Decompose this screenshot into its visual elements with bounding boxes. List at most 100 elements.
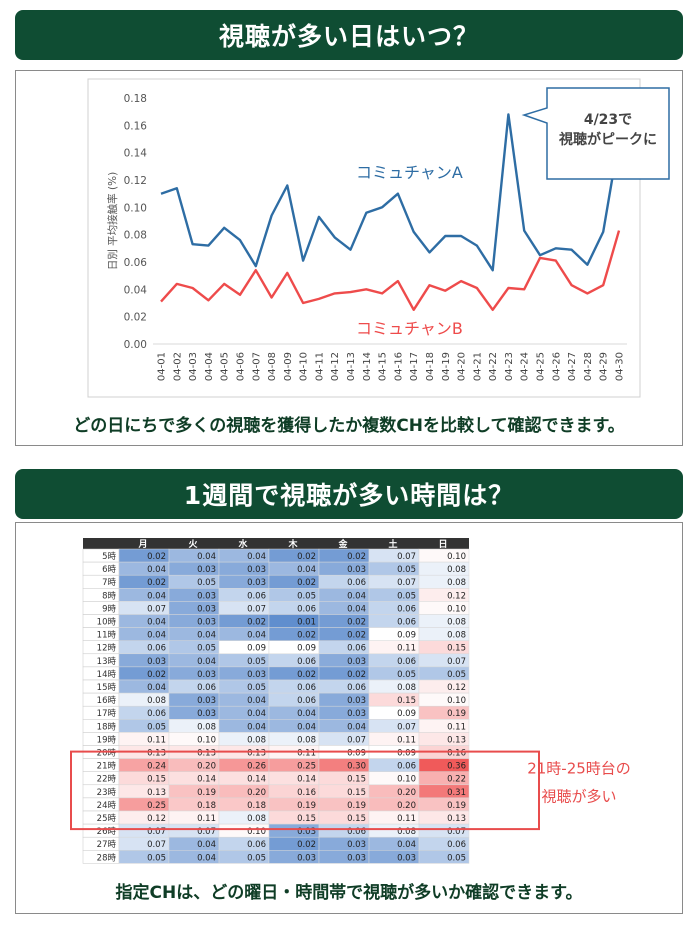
- heatmap-cell-value: 0.04: [147, 591, 166, 601]
- heatmap-cell-value: 0.02: [347, 670, 366, 680]
- y-tick-label: 0.10: [124, 202, 147, 214]
- heatmap-cell-value: 0.04: [247, 709, 266, 719]
- heatmap-cell-value: 0.05: [247, 683, 266, 693]
- heatmap-row-label: 7時: [102, 578, 116, 588]
- heatmap-cell-value: 0.19: [197, 788, 216, 798]
- heatmap-cell-value: 0.05: [447, 853, 466, 863]
- x-tick-label: 04-23: [504, 352, 515, 381]
- heatmap-cell-value: 0.07: [397, 578, 416, 588]
- heatmap-cell-value: 0.18: [197, 801, 216, 811]
- heatmap-cell-value: 0.18: [247, 801, 266, 811]
- heatmap-cell-value: 0.02: [297, 552, 316, 562]
- heatmap-cell-value: 0.04: [247, 722, 266, 732]
- heatmap-cell-value: 0.03: [197, 565, 216, 575]
- heatmap: 月 火 水 木 金 土 日 5時 0.02 0.04 0.04 0.02 0.02 0.07 0.10 6時 0…: [70, 538, 631, 864]
- heatmap-cell-value: 0.13: [147, 749, 166, 759]
- heatmap-row-label: 12時: [97, 644, 117, 654]
- x-tick-label: 04-18: [425, 352, 436, 381]
- y-tick-label: 0.18: [124, 93, 147, 105]
- x-tick-label: 04-07: [251, 352, 262, 381]
- heatmap-cell-value: 0.14: [197, 775, 216, 785]
- heatmap-cell-value: 0.10: [397, 775, 416, 785]
- heatmap-row-label: 20時: [97, 749, 117, 759]
- heatmap-row-label: 17時: [97, 709, 117, 719]
- heatmap-cell-value: 0.05: [247, 853, 266, 863]
- y-tick-label: 0.06: [124, 257, 148, 269]
- heatmap-cell-value: 0.03: [247, 565, 266, 575]
- heatmap-cell-value: 0.03: [247, 670, 266, 680]
- section1-title-banner: 視聴が多い日はいつ？: [15, 10, 683, 60]
- heatmap-header-bar: [83, 538, 469, 549]
- heatmap-cell-value: 0.15: [347, 814, 366, 824]
- heatmap-cell-value: 0.07: [347, 735, 366, 745]
- heatmap-cell-value: 0.08: [447, 565, 466, 575]
- heatmap-cell-value: 0.07: [447, 657, 466, 667]
- heatmap-cell-value: 0.03: [347, 840, 366, 850]
- heatmap-cell-value: 0.07: [197, 827, 216, 837]
- x-tick-label: 04-01: [157, 352, 168, 381]
- section1-caption: どの日にちで多くの視聴を獲得したか複数CHを比較して確認できます。: [73, 416, 625, 436]
- x-tick-label: 04-14: [362, 352, 373, 381]
- heatmap-cell-value: 0.13: [197, 749, 216, 759]
- heatmap-cell-value: 0.04: [347, 722, 366, 732]
- section2-caption: 指定CHは、どの曜日・時間帯で視聴が多いか確認できます。: [115, 883, 583, 903]
- heatmap-cell-value: 0.02: [347, 631, 366, 641]
- heatmap-cell-value: 0.02: [297, 670, 316, 680]
- heatmap-cell-value: 0.06: [447, 840, 466, 850]
- heatmap-cell-value: 0.15: [397, 696, 416, 706]
- heatmap-row-label: 21時: [97, 762, 117, 772]
- x-tick-label: 04-26: [551, 352, 562, 381]
- heatmap-cell-value: 0.15: [447, 644, 466, 654]
- heatmap-cell-value: 0.09: [397, 631, 416, 641]
- x-tick-label: 04-24: [520, 352, 531, 381]
- series-label-b: コミュチャンB: [356, 319, 463, 338]
- heatmap-cell-value: 0.08: [247, 735, 266, 745]
- heatmap-cell-value: 0.11: [197, 814, 216, 824]
- x-tick-label: 04-25: [536, 352, 547, 381]
- heatmap-row-label: 18時: [97, 722, 117, 732]
- x-tick-label: 04-06: [235, 352, 246, 381]
- heatmap-cell-value: 0.03: [247, 578, 266, 588]
- heatmap-cell-value: 0.01: [297, 618, 316, 628]
- heatmap-cell-value: 0.31: [447, 788, 466, 798]
- x-tick-label: 04-02: [172, 352, 183, 381]
- heatmap-row-label: 28時: [97, 853, 117, 863]
- x-tick-label: 04-19: [441, 352, 452, 381]
- heatmap-cell-value: 0.36: [447, 762, 466, 772]
- heatmap-cell-value: 0.15: [147, 775, 166, 785]
- heatmap-cell-value: 0.05: [147, 722, 166, 732]
- heatmap-cell-value: 0.03: [347, 565, 366, 575]
- heatmap-cell-value: 0.30: [347, 762, 366, 772]
- heatmap-cell-value: 0.04: [197, 552, 216, 562]
- heatmap-row-label: 24時: [97, 801, 117, 811]
- callout-box: [521, 87, 670, 180]
- heatmap-cell-value: 0.09: [297, 644, 316, 654]
- heatmap-cell-value: 0.25: [147, 801, 166, 811]
- heatmap-row-label: 11時: [97, 631, 117, 641]
- heatmap-cell-value: 0.06: [197, 683, 216, 693]
- heatmap-cell-value: 0.03: [297, 853, 316, 863]
- heatmap-cell-value: 0.04: [247, 631, 266, 641]
- x-tick-label: 04-09: [283, 352, 294, 381]
- y-tick-label: 0.14: [124, 148, 148, 160]
- heatmap-cell-value: 0.03: [197, 670, 216, 680]
- heatmap-cell-value: 0.02: [347, 618, 366, 628]
- x-tick-label: 04-17: [409, 352, 420, 381]
- heatmap-cell-value: 0.25: [297, 762, 316, 772]
- heatmap-cell-value: 0.06: [297, 696, 316, 706]
- x-tick-label: 04-11: [314, 352, 325, 381]
- heatmap-cell-value: 0.26: [247, 762, 266, 772]
- x-tick-label: 04-04: [204, 352, 215, 381]
- heatmap-cell-value: 0.12: [447, 591, 466, 601]
- heatmap-cell-value: 0.05: [447, 670, 466, 680]
- heatmap-cell-value: 0.03: [347, 853, 366, 863]
- heatmap-cell-value: 0.11: [397, 735, 416, 745]
- heatmap-cell-value: 0.06: [247, 591, 266, 601]
- heatmap-cell-value: 0.10: [447, 552, 466, 562]
- y-axis-label: 日別 平均接触率 (%): [106, 172, 119, 270]
- heatmap-cell-value: 0.04: [197, 853, 216, 863]
- heatmap-cell-value: 0.05: [297, 591, 316, 601]
- heatmap-cell-value: 0.19: [347, 801, 366, 811]
- heatmap-row-label: 5時: [102, 552, 116, 562]
- heatmap-row-label: 15時: [97, 683, 117, 693]
